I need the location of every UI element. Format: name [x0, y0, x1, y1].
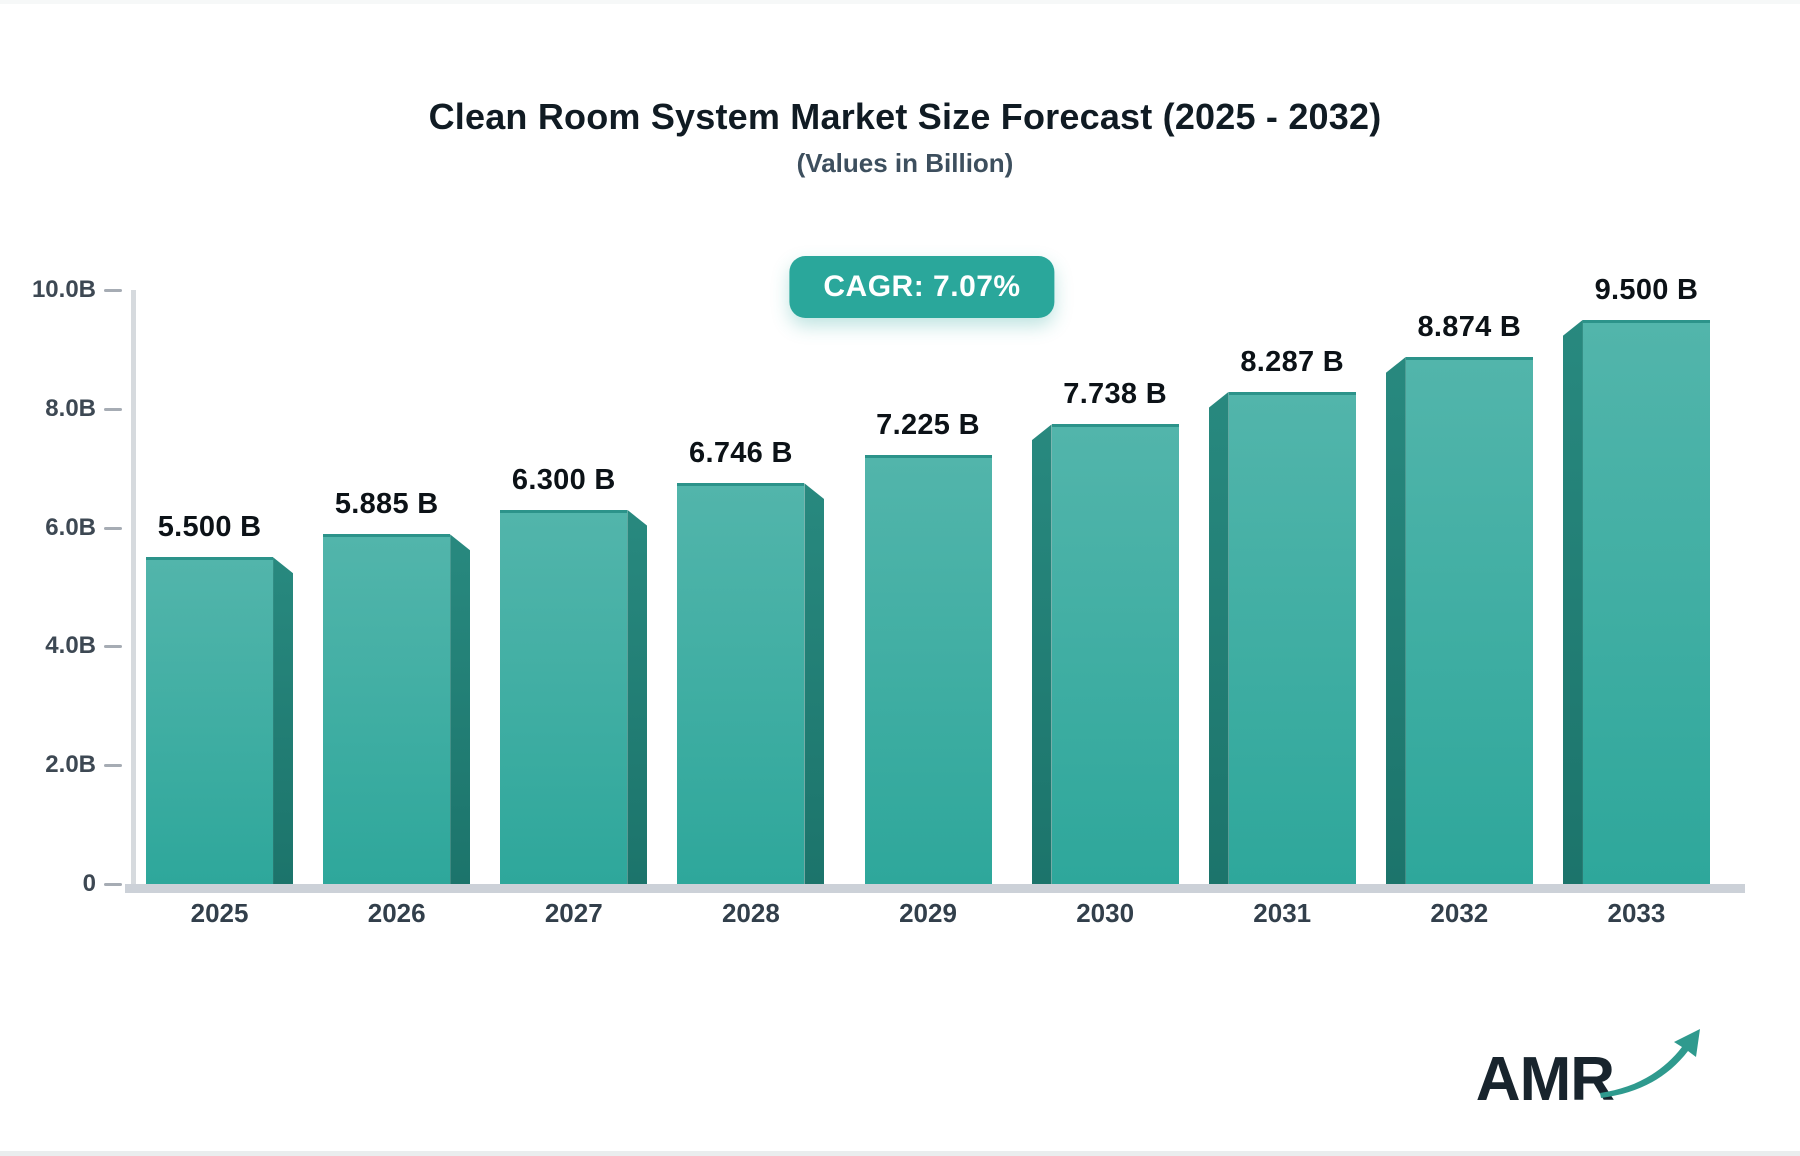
bar-side	[273, 557, 294, 884]
page-top-edge	[0, 0, 1800, 4]
growth-arrow-icon	[1598, 1025, 1702, 1106]
bar-side	[1031, 424, 1052, 884]
y-tick-dash	[104, 526, 122, 530]
x-tick-label: 2032	[1430, 898, 1489, 928]
bar-value-label: 9.500 B	[1594, 273, 1699, 306]
bar-side	[804, 483, 825, 884]
bar-face	[677, 483, 805, 884]
bar	[1385, 356, 1533, 884]
bar-side	[450, 534, 471, 884]
y-tick-dash	[104, 289, 122, 292]
bar-value-label: 6.746 B	[689, 437, 793, 470]
bar	[323, 534, 471, 884]
bar-side	[1208, 391, 1229, 884]
bar-face	[864, 454, 992, 884]
bar	[1031, 424, 1179, 884]
bar-value-label: 6.300 B	[511, 463, 616, 496]
y-tick-dash	[104, 883, 122, 886]
x-tick-label: 2031	[1253, 898, 1312, 928]
bar	[864, 454, 992, 884]
x-axis-baseline	[125, 884, 1745, 893]
x-tick-label: 2033	[1607, 898, 1666, 928]
y-tick-dash	[104, 645, 122, 649]
bar-face	[1405, 356, 1533, 884]
brand-name: AMR	[1475, 1045, 1615, 1115]
bar-face	[1228, 391, 1356, 884]
y-tick-dash	[104, 764, 122, 768]
y-tick-label: 8.0B	[45, 394, 96, 422]
chart-subtitle: (Values in Billion)	[796, 148, 1014, 178]
y-tick-label: 0	[82, 870, 96, 897]
bar-value-label: 8.287 B	[1240, 345, 1345, 378]
page-bottom-edge	[0, 1151, 1800, 1156]
bar-side	[1562, 319, 1583, 884]
bar	[1208, 391, 1356, 884]
bar-face	[1582, 319, 1710, 884]
bar-face	[146, 557, 274, 884]
bar-value-label: 5.500 B	[157, 511, 262, 544]
x-tick-label: 2027	[544, 898, 603, 928]
y-tick-label: 6.0B	[45, 513, 96, 541]
y-tick-dash	[104, 407, 122, 411]
bar-value-label: 8.874 B	[1417, 310, 1522, 343]
cagr-badge: CAGR: 7.07%	[789, 256, 1055, 318]
chart-title: Clean Room System Market Size Forecast (…	[428, 96, 1382, 137]
y-axis-line	[131, 290, 136, 884]
bar	[146, 557, 294, 884]
x-tick-label: 2030	[1076, 898, 1135, 928]
bar	[1562, 319, 1710, 884]
y-tick-label: 4.0B	[45, 632, 96, 660]
x-tick-label: 2028	[721, 898, 780, 928]
bar-value-label: 5.885 B	[334, 488, 439, 521]
bar-value-label: 7.738 B	[1063, 378, 1167, 411]
y-tick-label: 2.0B	[45, 751, 96, 779]
bar-side	[1385, 356, 1406, 884]
bar-face	[500, 509, 628, 884]
bar	[677, 483, 825, 884]
bar	[500, 509, 648, 884]
x-tick-label: 2025	[190, 898, 249, 928]
x-tick-label: 2026	[367, 898, 426, 928]
bar-value-label: 7.225 B	[876, 408, 980, 441]
bar-side	[627, 509, 648, 884]
brand-logo: AMR	[1475, 1025, 1702, 1115]
y-tick-label: 10.0B	[31, 276, 96, 303]
x-tick-label: 2029	[899, 898, 957, 928]
bar-face	[323, 534, 451, 884]
bar-face	[1051, 424, 1179, 884]
